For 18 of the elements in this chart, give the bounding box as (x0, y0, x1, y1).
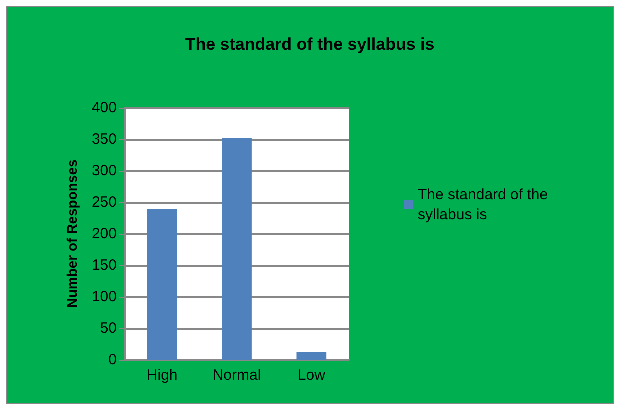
chart-title: The standard of the syllabus is (185, 35, 435, 54)
y-tick-label: 50 (100, 320, 117, 337)
y-tick-label: 250 (92, 194, 117, 211)
y-tick-label: 300 (92, 162, 117, 180)
y-tick-label: 0 (108, 352, 117, 368)
x-tick-label: Low (298, 367, 326, 384)
y-tick-label: 400 (92, 100, 117, 116)
bar (147, 209, 178, 360)
x-tick-label: High (146, 367, 178, 384)
y-tick-label: 200 (92, 226, 117, 242)
y-tick-label: 150 (92, 257, 117, 274)
bar (222, 138, 252, 360)
legend-label: The standard of the syllabus is (418, 186, 552, 224)
y-tick-label: 350 (92, 131, 117, 148)
x-tick-label: Normal (212, 367, 262, 384)
y-tick-label: 100 (92, 288, 117, 306)
bar (296, 352, 327, 360)
y-axis-title: Number of Responses (64, 159, 80, 308)
